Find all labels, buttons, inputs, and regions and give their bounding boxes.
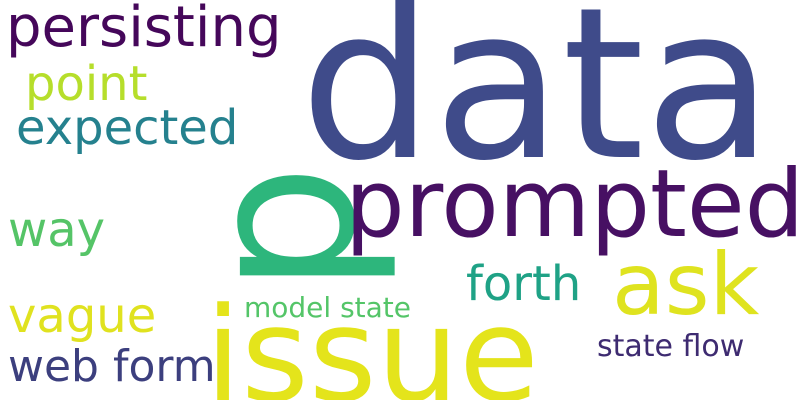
word-issue: issue — [205, 279, 539, 400]
word-prompted: prompted — [345, 150, 800, 259]
word-expected: expected — [16, 100, 239, 156]
word-point: point — [25, 56, 148, 112]
word-ask: ask — [612, 235, 760, 335]
word-vague: vague — [8, 288, 157, 344]
word-data: data — [300, 0, 774, 207]
word-forth: forth — [466, 256, 582, 312]
word-web-form: web form — [8, 341, 216, 392]
word-state-flow: state flow — [597, 329, 745, 364]
word-way: way — [8, 202, 106, 258]
word-persisting: persisting — [6, 0, 282, 60]
word-model-state: model state — [244, 291, 412, 324]
